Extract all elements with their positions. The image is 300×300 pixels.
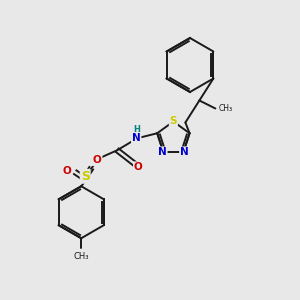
Text: S: S [81, 170, 90, 183]
Text: CH₃: CH₃ [218, 104, 233, 113]
Text: O: O [93, 155, 102, 165]
Text: O: O [134, 162, 142, 172]
Text: O: O [63, 166, 72, 176]
Text: N: N [132, 133, 141, 143]
Text: N: N [158, 147, 167, 157]
Text: N: N [180, 147, 189, 157]
Text: H: H [133, 125, 140, 134]
Text: CH₃: CH₃ [74, 252, 89, 261]
Text: S: S [169, 116, 177, 125]
